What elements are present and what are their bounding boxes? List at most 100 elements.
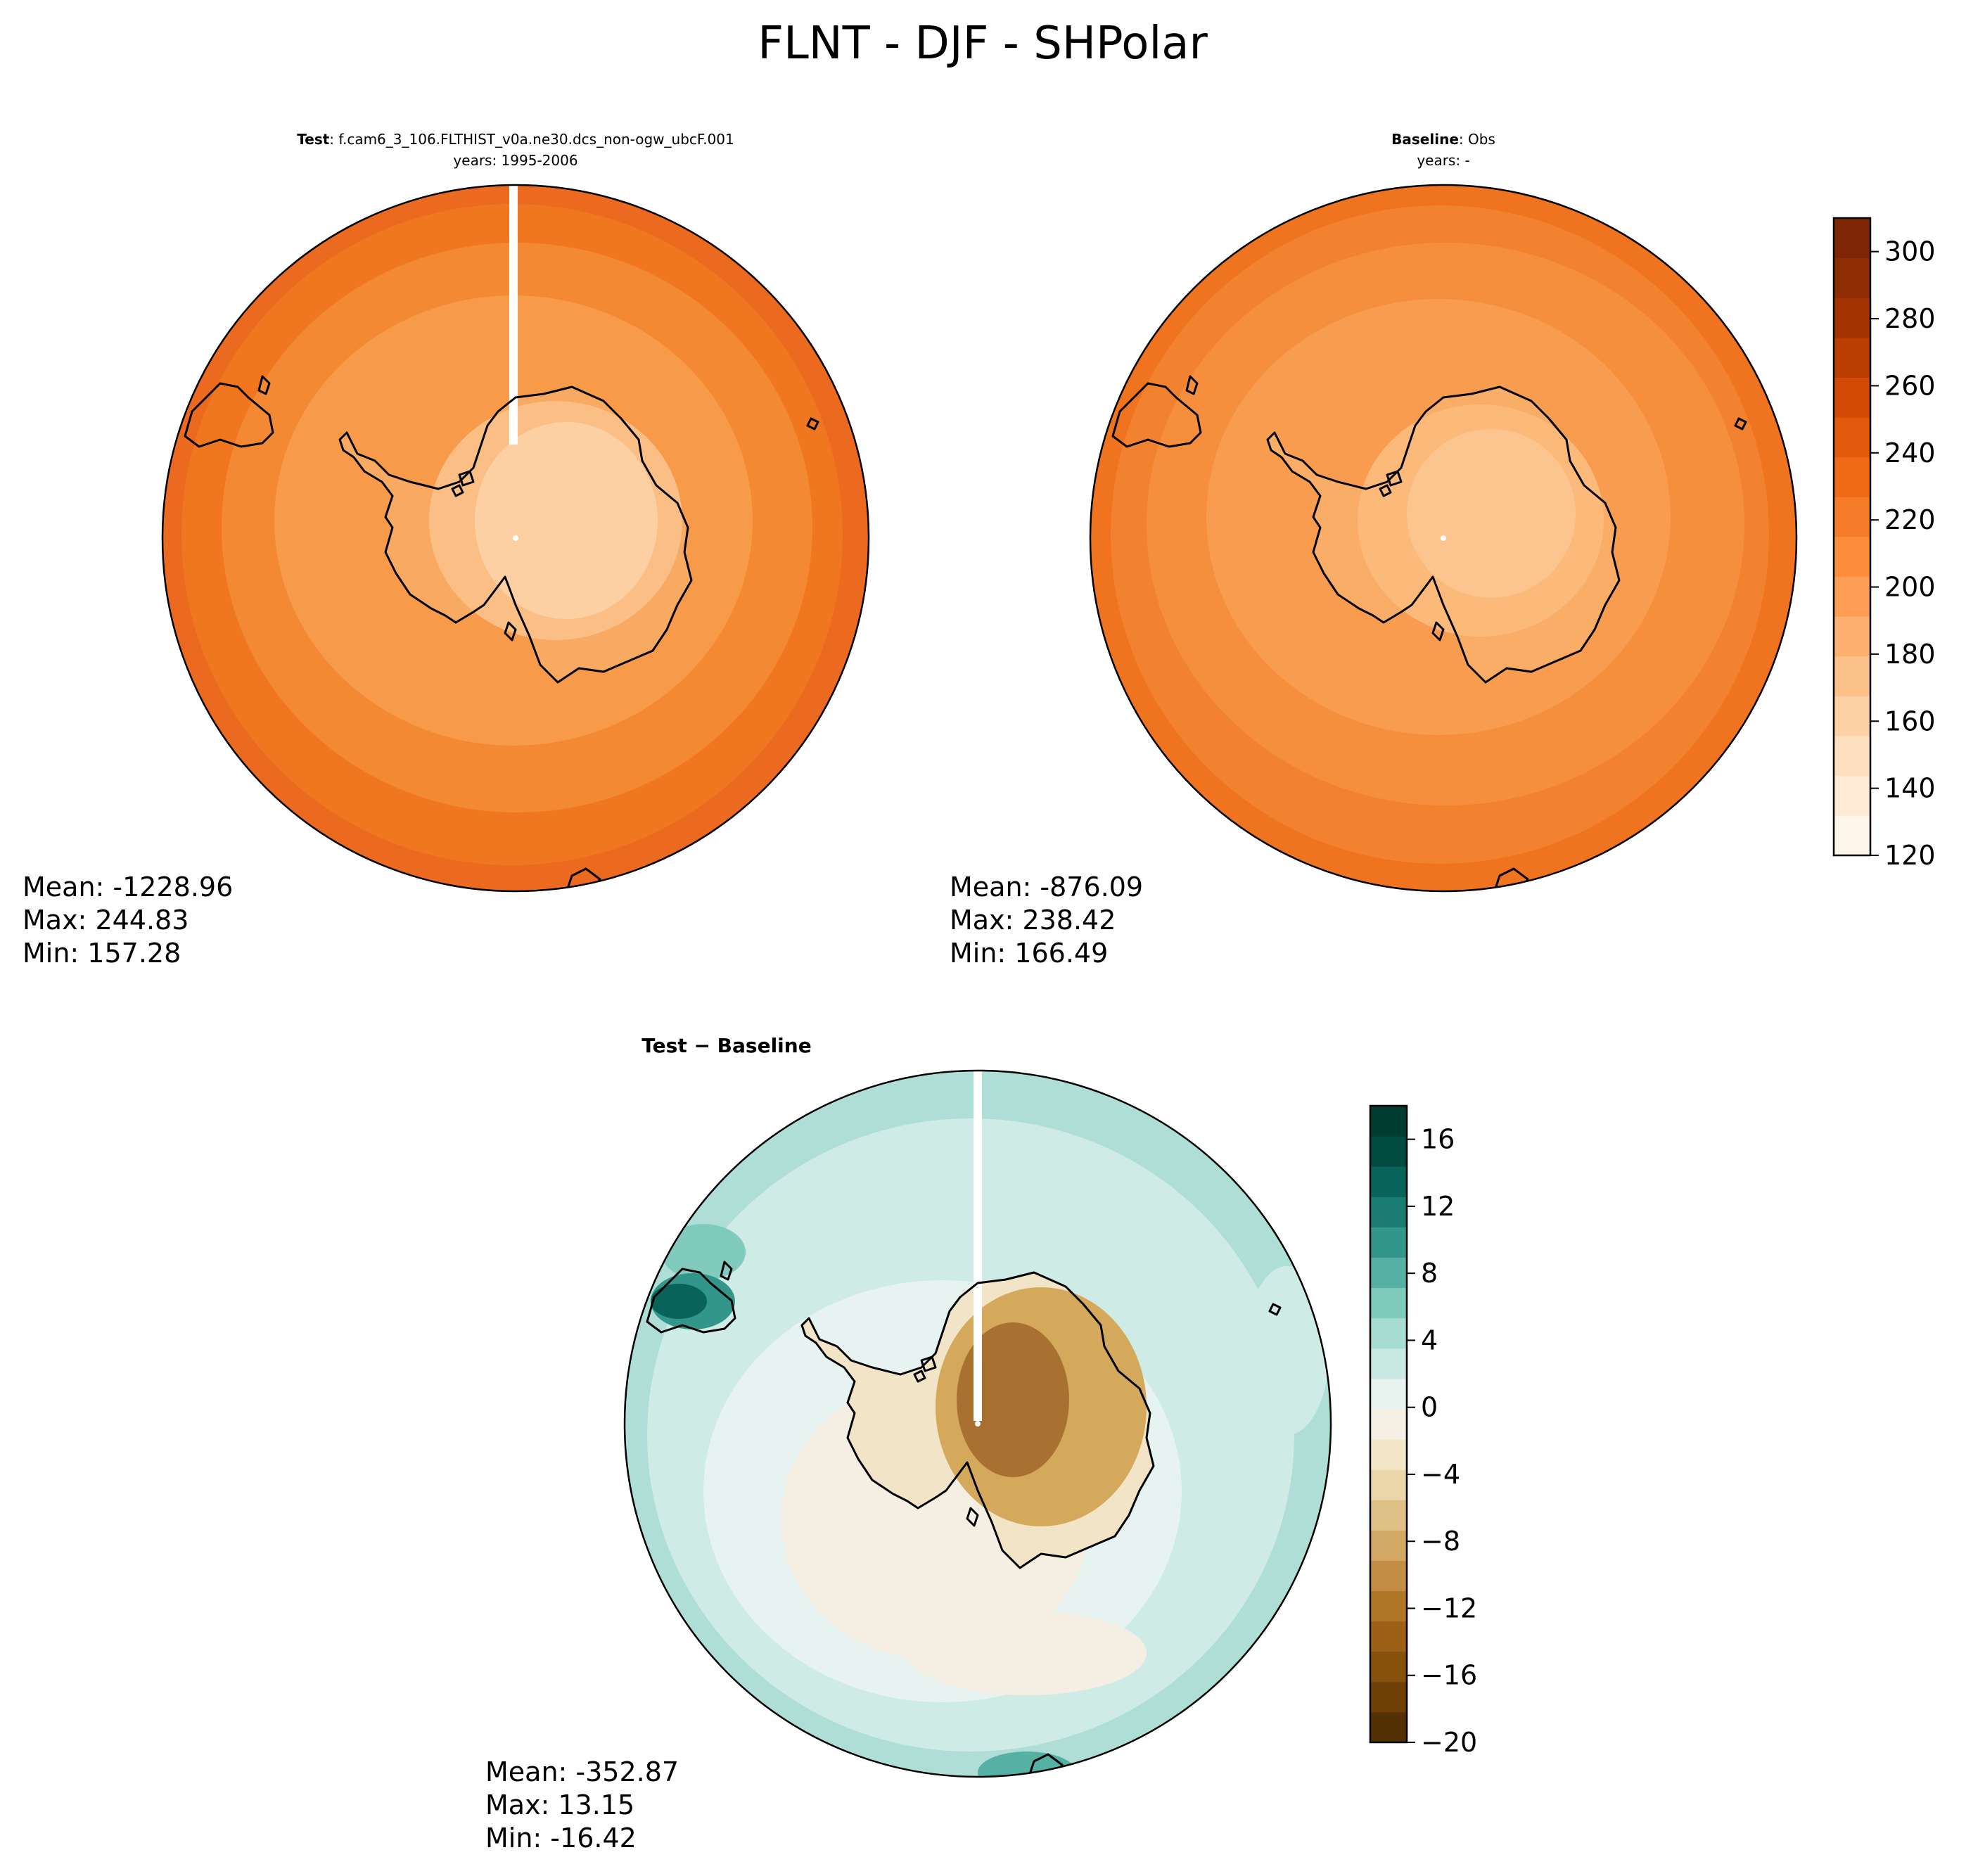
island-coastline	[1379, 484, 1392, 497]
island-coastline	[257, 375, 271, 395]
colorbar-tick-label: −8	[1421, 1526, 1460, 1557]
pole-marker	[513, 535, 518, 541]
colorbar-frame	[1369, 1104, 1408, 1744]
colorbar-tick-label: 280	[1884, 303, 1936, 334]
colorbar-tick-label: 8	[1421, 1258, 1438, 1289]
island-coastline	[913, 1370, 926, 1383]
panel-test-subtitle: years: 1995-2006	[453, 152, 577, 169]
colorbar-segment	[1834, 616, 1870, 657]
island-coastline	[1185, 375, 1199, 395]
island-coastline	[451, 484, 464, 497]
colorbar-segment	[1370, 1651, 1407, 1683]
colorbar-segment	[1834, 775, 1870, 816]
stats-baseline-min: Min: 166.49	[950, 938, 1108, 969]
colorbar-segment	[1834, 218, 1870, 259]
colorbar-segment	[1370, 1500, 1407, 1531]
island-coastline	[720, 1261, 733, 1281]
colorbar-segment	[1370, 1408, 1407, 1440]
stats-test-min: Min: 157.28	[23, 938, 181, 969]
colorbar-segment	[1834, 815, 1870, 856]
colorbar-tick-label: 140	[1884, 773, 1936, 804]
island-coastline	[1386, 470, 1403, 487]
island-coastline	[504, 621, 517, 642]
panel-baseline-title-rest: : Obs	[1459, 131, 1495, 148]
stats-test-max: Max: 244.83	[23, 905, 189, 936]
coastlines-test	[184, 375, 819, 891]
colorbar-segment	[1370, 1530, 1407, 1561]
island-coastline	[184, 382, 274, 448]
pole-marker	[975, 1421, 981, 1427]
colorbar-tick-label: 260	[1884, 370, 1936, 401]
colorbar-segment	[1834, 337, 1870, 378]
colorbar-segment	[1370, 1560, 1407, 1592]
colorbar-tick-label: 0	[1421, 1392, 1438, 1423]
stats-test-mean: Mean: -1228.96	[23, 872, 233, 902]
island-coastline	[646, 1268, 736, 1334]
colorbar-tick-label: −12	[1421, 1593, 1477, 1623]
island-coastline	[920, 1355, 937, 1372]
colorbar-segment	[1834, 576, 1870, 617]
island-coastline	[806, 417, 819, 430]
panel-test-title: Test: f.cam6_3_106.FLTHIST_v0a.ne30.dcs_…	[297, 131, 734, 148]
island-coastline	[966, 1507, 979, 1527]
colorbar-segment	[1370, 1469, 1407, 1500]
colorbar-tick-label: −16	[1421, 1660, 1477, 1691]
colorbar-segment	[1370, 1257, 1407, 1289]
stats-baseline-mean: Mean: -876.09	[950, 872, 1143, 902]
colorbar-segment	[1834, 497, 1870, 537]
colorbar-segment	[1370, 1711, 1407, 1743]
colorbar-segment	[1834, 736, 1870, 777]
colorbar-segment	[1370, 1439, 1407, 1470]
colorbar-segment	[1834, 656, 1870, 696]
panel-test-title-bold: Test	[297, 131, 329, 148]
colorbar-segment	[1370, 1681, 1407, 1713]
map-baseline	[1090, 185, 1796, 891]
colorbar-segment	[1370, 1621, 1407, 1652]
panel-test: Test: f.cam6_3_106.FLTHIST_v0a.ne30.dcs_…	[23, 131, 870, 969]
panel-baseline-title: Baseline: Obs	[1391, 131, 1495, 148]
panel-diff-title: Test − Baseline	[641, 1034, 811, 1057]
colorbar-segment	[1370, 1197, 1407, 1227]
colorbar-segment	[1834, 537, 1870, 578]
antarctica-coastline	[800, 1271, 1155, 1569]
antarctica-coastline	[338, 385, 693, 684]
colorbar-tick-label: 16	[1421, 1124, 1455, 1155]
map-baseline-boundary	[1089, 184, 1798, 893]
colorbar-segment	[1370, 1106, 1407, 1137]
stats-diff-min: Min: -16.42	[485, 1823, 637, 1853]
colorbar-segment	[1370, 1317, 1407, 1349]
pole-marker	[1441, 535, 1446, 541]
island-coastline	[458, 470, 475, 487]
colorbar-diff: −20 −16 −12 −8 −4 0 4 8 12 16	[1369, 1104, 1477, 1758]
island-coastline	[1268, 1303, 1282, 1316]
missing-data-gap	[974, 1071, 982, 1421]
island-coastline	[1111, 382, 1202, 448]
colorbar-segment	[1370, 1227, 1407, 1258]
colorbar-tick-label: 200	[1884, 572, 1936, 603]
colorbar-tick-label: 160	[1884, 706, 1936, 736]
colorbar-segment	[1370, 1590, 1407, 1622]
colorbar-tick-label: 4	[1421, 1325, 1438, 1355]
colorbar-segment	[1834, 298, 1870, 338]
panel-test-title-rest: : f.cam6_3_106.FLTHIST_v0a.ne30.dcs_non-…	[329, 131, 734, 148]
colorbar-tick-label: 120	[1884, 840, 1936, 871]
colorbar-segment	[1834, 377, 1870, 418]
colorbar-abs: 120 140 160 180 200 220 240 260 280 300	[1832, 217, 1936, 871]
map-test	[162, 185, 869, 891]
colorbar-segment	[1370, 1348, 1407, 1379]
coastlines-diff	[646, 1261, 1282, 1777]
figure-title: FLNT - DJF - SHPolar	[758, 18, 1208, 70]
antarctica-coastline	[1266, 385, 1621, 684]
panel-baseline-subtitle: years: -	[1417, 152, 1469, 169]
colorbar-tick-label: 220	[1884, 504, 1936, 535]
panel-baseline-title-bold: Baseline	[1391, 131, 1459, 148]
colorbar-segment	[1370, 1136, 1407, 1167]
map-diff	[625, 1071, 1331, 1777]
panel-diff: Test − Baseline Mean: -352.87 Max: 13.15…	[485, 1034, 1332, 1853]
colorbar-tick-label: 180	[1884, 639, 1936, 670]
panel-baseline: Baseline: Obs years: - Mean: -876.09 Max…	[950, 131, 1798, 969]
coastlines-baseline	[1111, 375, 1747, 891]
colorbar-frame	[1832, 217, 1872, 857]
island-coastline	[1734, 417, 1747, 430]
